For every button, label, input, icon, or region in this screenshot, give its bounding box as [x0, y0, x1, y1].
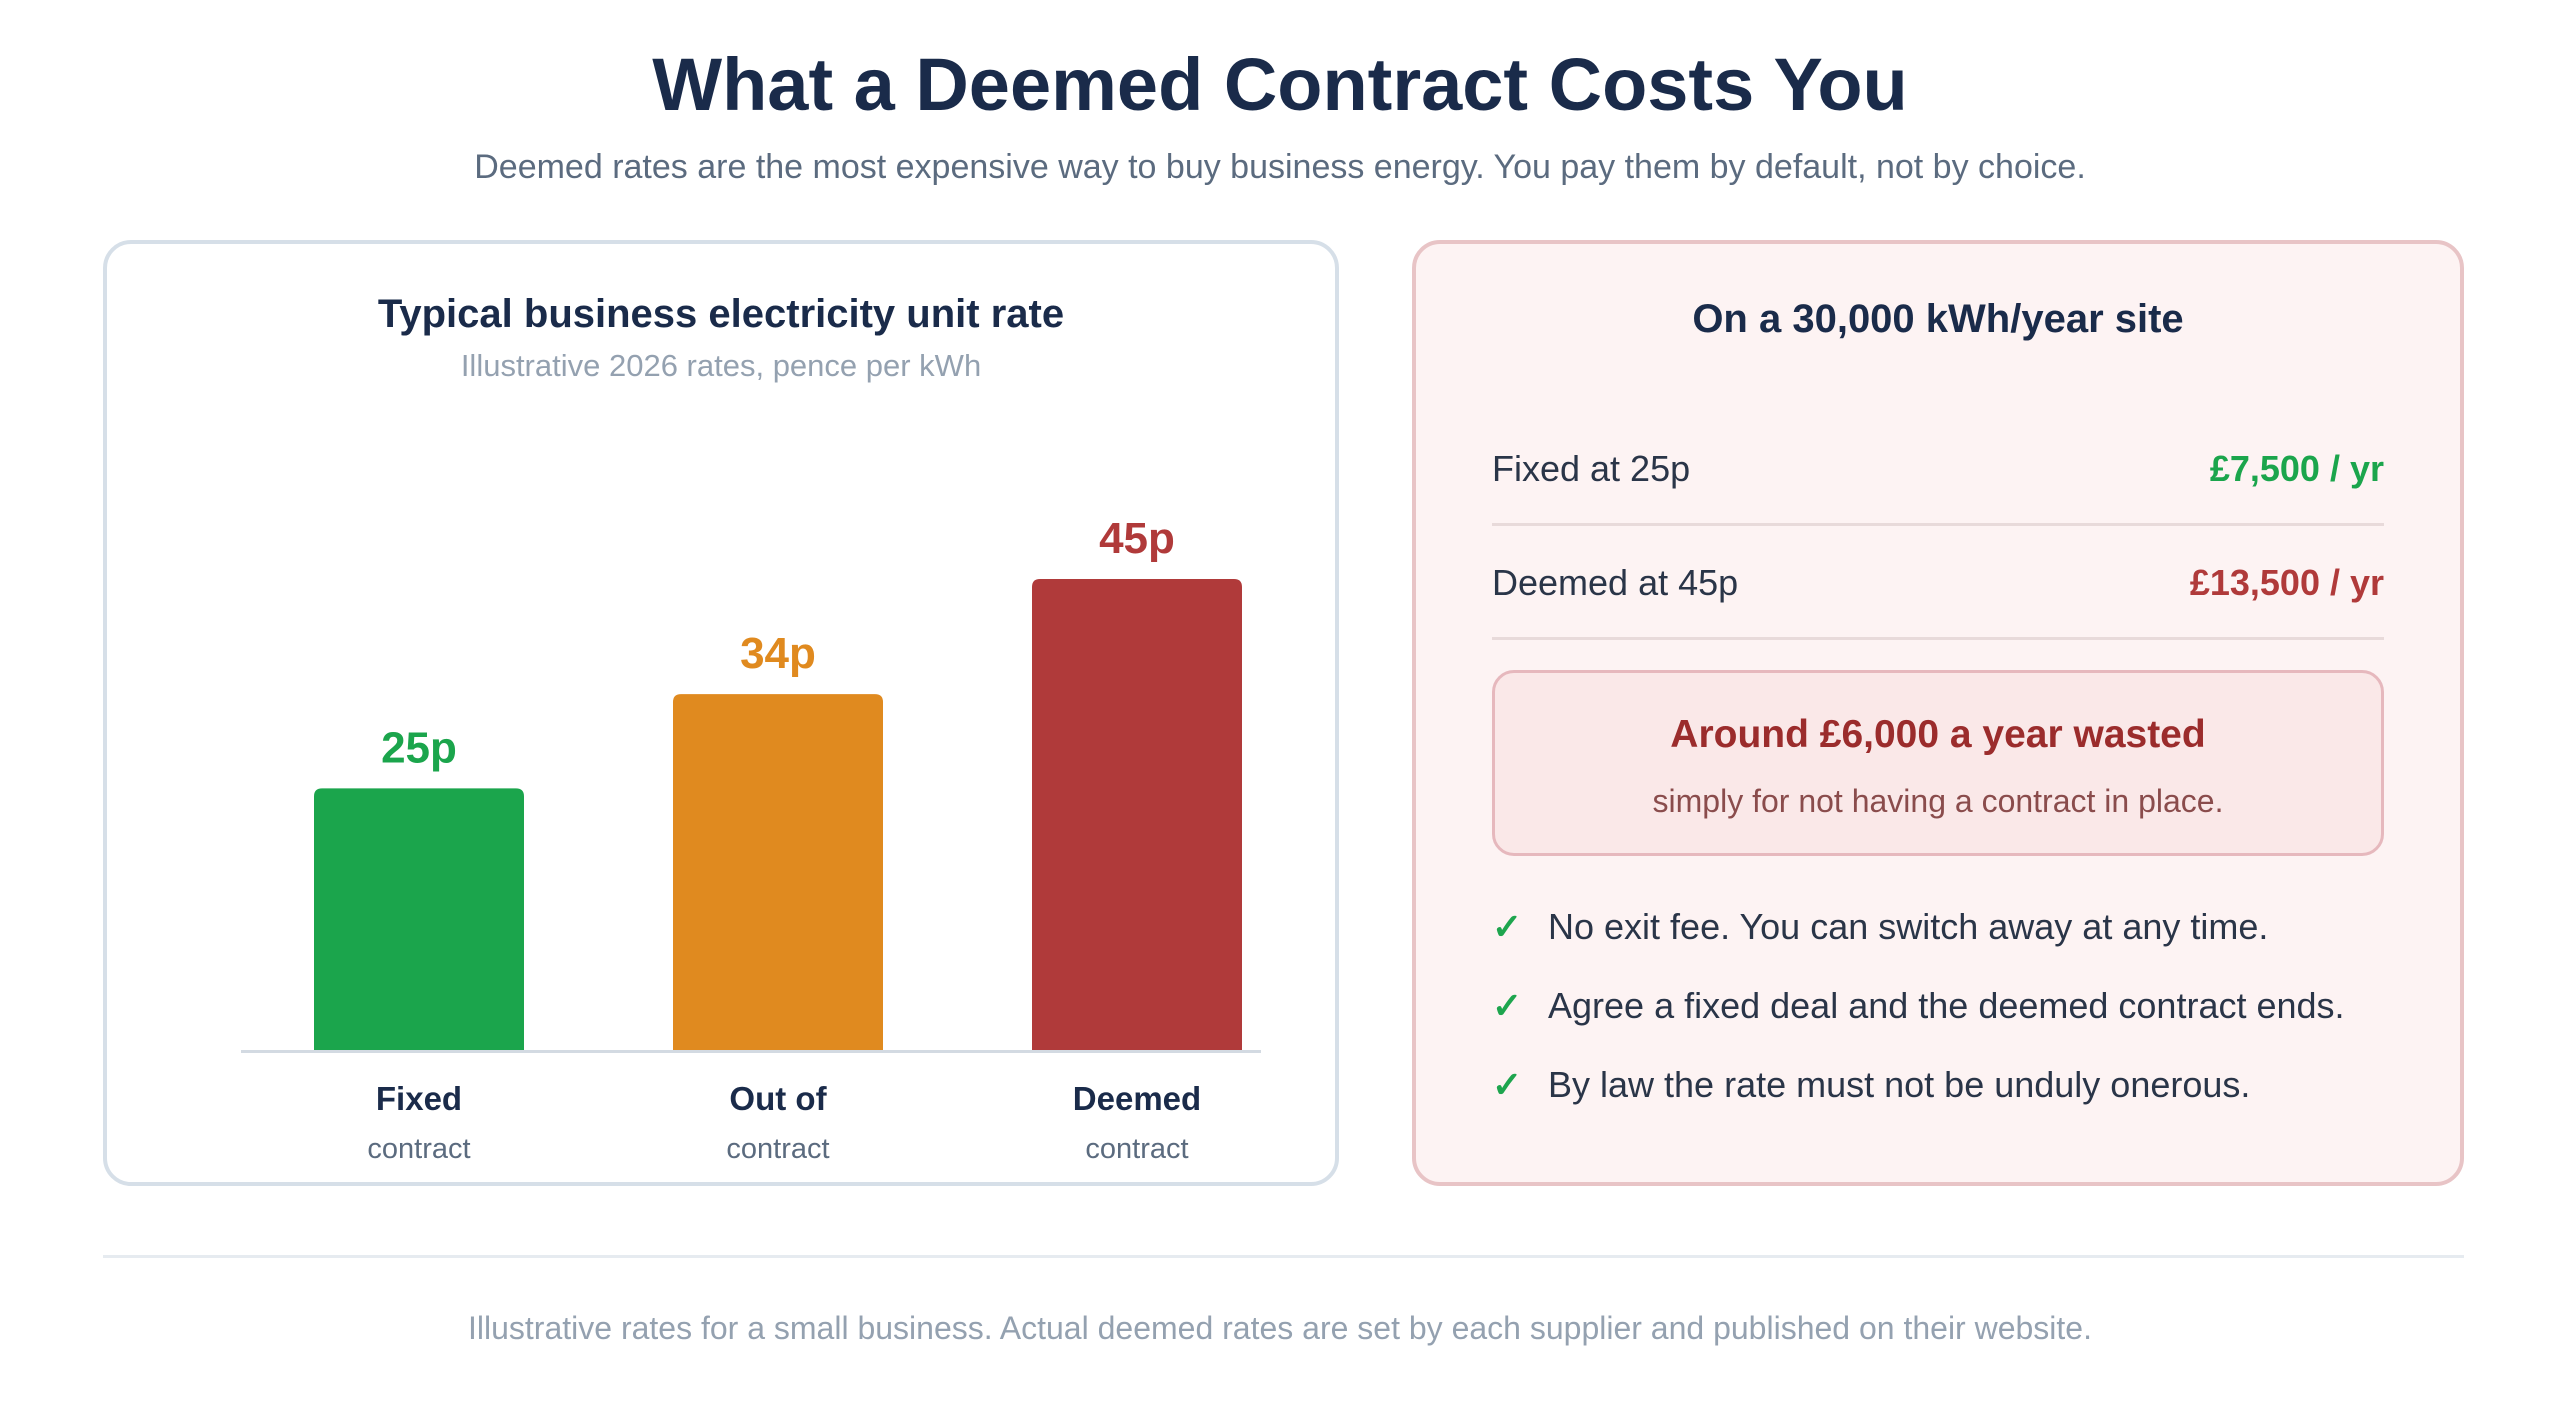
bar-value-label: 45p	[1099, 514, 1175, 563]
benefit-text: No exit fee. You can switch away at any …	[1548, 906, 2269, 947]
bar-value-label: 34p	[740, 629, 816, 678]
x-tick-sublabel: contract	[367, 1133, 470, 1165]
bar-deemed	[1032, 579, 1242, 1050]
bar-value-label: 25p	[381, 723, 457, 772]
cost-row-fixed: Fixed at 25p £7,500 / yr	[1492, 412, 2384, 526]
check-icon: ✓	[1492, 985, 1523, 1026]
benefit-text: Agree a fixed deal and the deemed contra…	[1548, 985, 2345, 1026]
bar-fixed	[314, 788, 524, 1050]
x-tick-sublabel: contract	[1085, 1133, 1188, 1165]
page-subtitle: Deemed rates are the most expensive way …	[474, 148, 2086, 186]
chart-subtitle: Illustrative 2026 rates, pence per kWh	[460, 348, 982, 383]
chart-card: Typical business electricity unit rate I…	[103, 240, 1339, 1186]
benefit-item: ✓ No exit fee. You can switch away at an…	[1492, 902, 2392, 952]
check-icon: ✓	[1492, 906, 1523, 947]
cost-comparison-card: On a 30,000 kWh/year site Fixed at 25p £…	[1412, 240, 2464, 1186]
x-tick-label: Out of	[729, 1080, 827, 1117]
x-tick-label: Deemed	[1073, 1080, 1201, 1117]
cost-row-value: £13,500 / yr	[2189, 562, 2384, 603]
cost-row-deemed: Deemed at 45p £13,500 / yr	[1492, 526, 2384, 640]
waste-callout: Around £6,000 a year wasted simply for n…	[1492, 670, 2384, 856]
benefit-item: ✓ By law the rate must not be unduly one…	[1492, 1060, 2392, 1110]
bar-chart: 25p Fixed contract 34p Out of contract 45p Deem…	[241, 514, 1261, 1165]
check-icon: ✓	[1492, 1064, 1523, 1105]
benefit-text: By law the rate must not be unduly onero…	[1548, 1064, 2251, 1105]
page-title: What a Deemed Contract Costs You	[652, 43, 1908, 126]
callout-subtext: simply for not having a contract in plac…	[1652, 783, 2224, 819]
chart-title: Typical business electricity unit rate	[377, 292, 1065, 336]
callout-headline: Around £6,000 a year wasted	[1670, 713, 2206, 756]
benefit-item: ✓ Agree a fixed deal and the deemed cont…	[1492, 981, 2392, 1031]
cost-card-title: On a 30,000 kWh/year site	[1692, 297, 2184, 341]
x-tick-label: Fixed	[376, 1080, 462, 1117]
cost-row-label: Fixed at 25p	[1492, 448, 1691, 489]
footnote: Illustrative rates for a small business.…	[468, 1310, 2092, 1346]
x-tick-sublabel: contract	[726, 1133, 829, 1165]
bar-out-of	[673, 694, 883, 1050]
footer-divider	[103, 1255, 2464, 1258]
cost-row-label: Deemed at 45p	[1492, 562, 1739, 603]
cost-row-value: £7,500 / yr	[2209, 448, 2384, 489]
